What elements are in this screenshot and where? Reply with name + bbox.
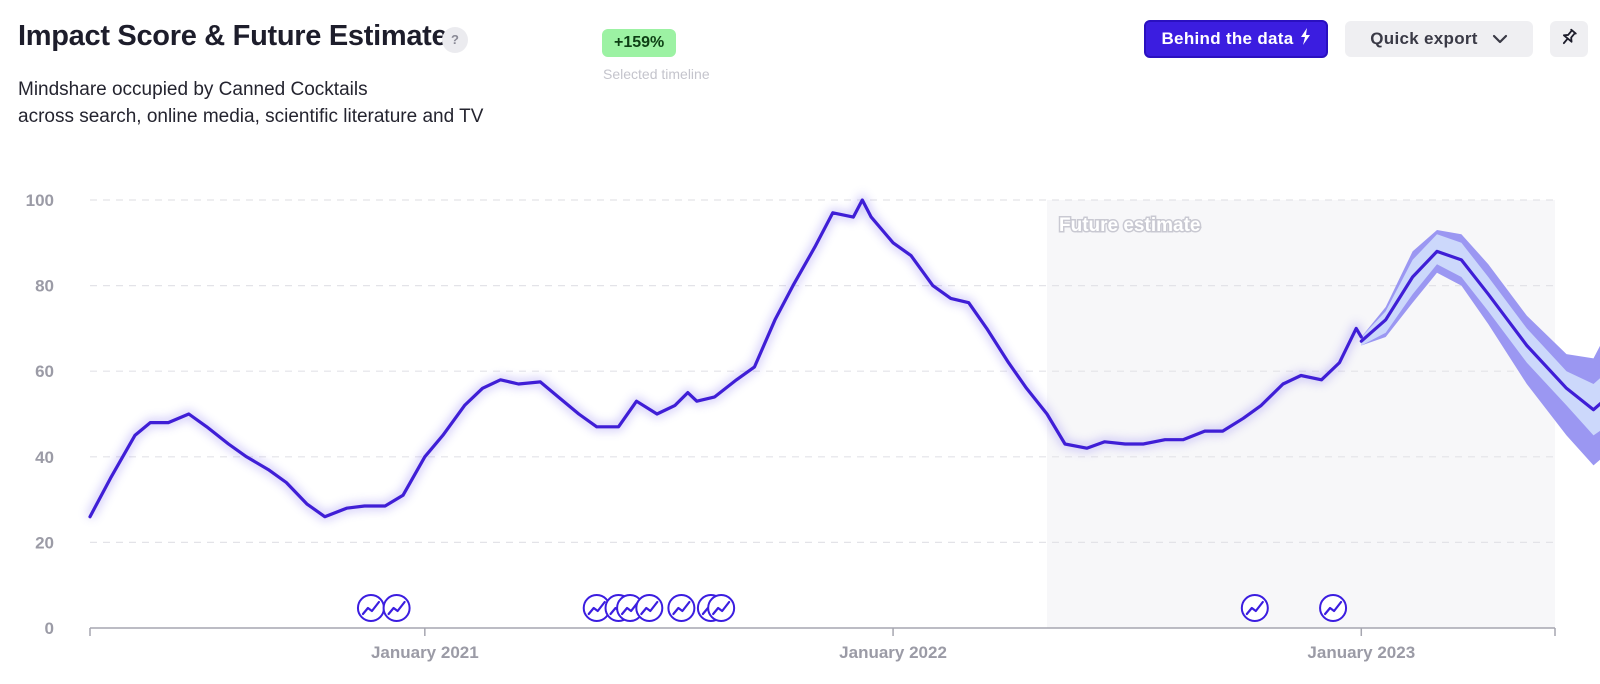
event-marker-trend-icon[interactable]: [604, 594, 633, 622]
event-marker-trend-icon[interactable]: [667, 594, 696, 622]
y-tick-label: 0: [45, 619, 54, 638]
y-tick-label: 60: [35, 362, 54, 381]
quick-export-button[interactable]: Quick export: [1345, 21, 1533, 57]
subtitle-line-2: across search, online media, scientific …: [18, 106, 484, 127]
event-marker-trend-icon[interactable]: [707, 594, 736, 622]
event-marker-trend-icon[interactable]: [356, 594, 385, 622]
page-title: Impact Score & Future Estimate: [18, 20, 448, 52]
event-marker-trend-icon[interactable]: [635, 594, 664, 622]
forecast-outer-band: [1361, 230, 1600, 466]
x-tick-label: January 2023: [1307, 643, 1415, 662]
history-line: [88, 198, 1363, 519]
pin-icon: [1559, 27, 1579, 52]
y-tick-label: 20: [35, 533, 54, 552]
event-marker-trend-icon[interactable]: [696, 594, 725, 622]
y-tick-label: 100: [26, 191, 54, 210]
lightning-icon: [1300, 28, 1311, 50]
subtitle-line-1: Mindshare occupied by Canned Cocktails: [18, 79, 368, 100]
change-caption: Selected timeline: [603, 66, 710, 82]
future-estimate-label: Future estimate: [1059, 215, 1200, 236]
event-marker-trend-icon[interactable]: [582, 594, 611, 622]
chevron-down-icon: [1492, 29, 1508, 49]
x-tick-label: January 2021: [371, 643, 479, 662]
help-question-icon[interactable]: ?: [442, 27, 468, 53]
chart-subtitle: Mindshare occupied by Canned Cocktails a…: [18, 76, 483, 130]
forecast-median-line: [1359, 249, 1600, 412]
x-tick-label: January 2022: [839, 643, 947, 662]
y-tick-label: 80: [35, 277, 54, 296]
future-region: [1046, 200, 1555, 628]
event-marker-trend-icon[interactable]: [382, 594, 411, 622]
quick-export-label: Quick export: [1370, 29, 1478, 48]
y-tick-label: 40: [35, 448, 54, 467]
history-line-glow: [86, 192, 1365, 521]
pin-button[interactable]: [1550, 21, 1588, 57]
event-marker-trend-icon[interactable]: [616, 594, 645, 622]
event-marker-trend-icon[interactable]: [1319, 594, 1348, 622]
change-badge: +159%: [602, 29, 677, 57]
behind-the-data-label: Behind the data: [1161, 29, 1294, 48]
event-marker-trend-icon[interactable]: [1240, 594, 1269, 622]
forecast-inner-band: [1361, 234, 1600, 436]
behind-the-data-button[interactable]: Behind the data: [1144, 20, 1328, 58]
